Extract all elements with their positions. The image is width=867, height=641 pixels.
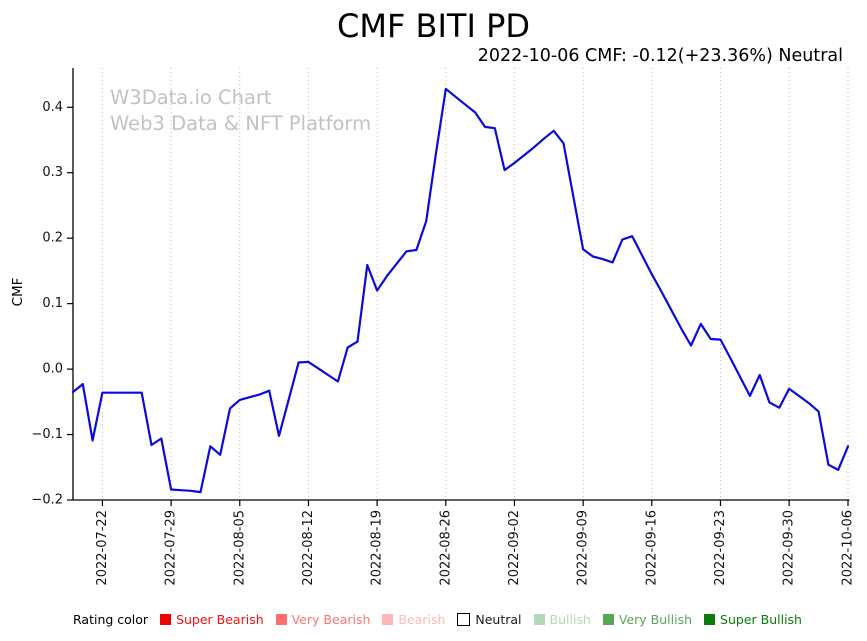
legend-item-very-bullish: Very Bullish: [602, 612, 693, 627]
y-tick-label: 0.0: [42, 362, 63, 377]
y-tick-label: 0.1: [42, 296, 63, 311]
x-tick-label: 2022-08-26: [438, 510, 453, 586]
x-tick-label: 2022-07-22: [95, 510, 110, 586]
legend-swatch-icon: [533, 614, 545, 625]
y-tick-label: 0.3: [42, 165, 63, 180]
x-tick-label: 2022-09-16: [644, 510, 659, 586]
legend-item-label: Super Bearish: [176, 612, 264, 627]
legend-swatch-icon: [704, 614, 716, 625]
x-tick-label: 2022-09-02: [507, 510, 522, 586]
legend-items: Super Bearish Very Bearish Bearish Neutral B…: [160, 612, 802, 627]
legend-swatch-icon: [275, 614, 287, 625]
x-tick-label: 2022-07-29: [164, 510, 179, 586]
rating-legend: Rating color Super Bearish Very Bearish Be…: [73, 612, 853, 627]
x-tick-label: 2022-08-19: [370, 510, 385, 586]
legend-item-bullish: Bullish: [533, 612, 591, 627]
x-tick-label: 2022-10-06: [841, 510, 856, 586]
x-tick-label: 2022-08-12: [301, 510, 316, 586]
y-tick-label: 0.4: [42, 100, 63, 115]
legend-swatch-icon: [160, 614, 172, 625]
legend-item-label: Super Bullish: [720, 612, 802, 627]
x-tick-label: 2022-09-23: [713, 510, 728, 586]
legend-title: Rating color: [73, 612, 149, 627]
cmf-line-series: [71, 87, 850, 494]
legend-swatch-icon: [382, 614, 394, 625]
x-tick-label: 2022-09-09: [576, 510, 591, 586]
legend-item-label: Bearish: [398, 612, 446, 627]
x-tick-label: 2022-09-30: [782, 510, 797, 586]
y-tick-label: −0.1: [31, 427, 63, 442]
legend-item-label: Very Bullish: [618, 612, 693, 627]
legend-item-super-bearish: Super Bearish: [160, 612, 264, 627]
legend-item-very-bearish: Very Bearish: [275, 612, 371, 627]
y-tick-label: 0.2: [42, 231, 63, 246]
y-tick-label: −0.2: [31, 493, 63, 508]
legend-item-super-bullish: Super Bullish: [704, 612, 802, 627]
legend-item-bearish: Bearish: [382, 612, 445, 627]
chart-subtitle: 2022-10-06 CMF: -0.12(+23.36%) Neutral: [477, 46, 843, 66]
x-tick-label: 2022-08-05: [232, 510, 247, 586]
legend-item-label: Bullish: [549, 612, 591, 627]
legend-swatch-icon: [457, 613, 471, 626]
legend-item-neutral: Neutral: [457, 612, 522, 627]
legend-swatch-icon: [602, 614, 614, 625]
legend-item-label: Very Bearish: [291, 612, 371, 627]
chart-title: CMF BITI PD: [336, 7, 530, 45]
legend-item-label: Neutral: [475, 612, 522, 627]
